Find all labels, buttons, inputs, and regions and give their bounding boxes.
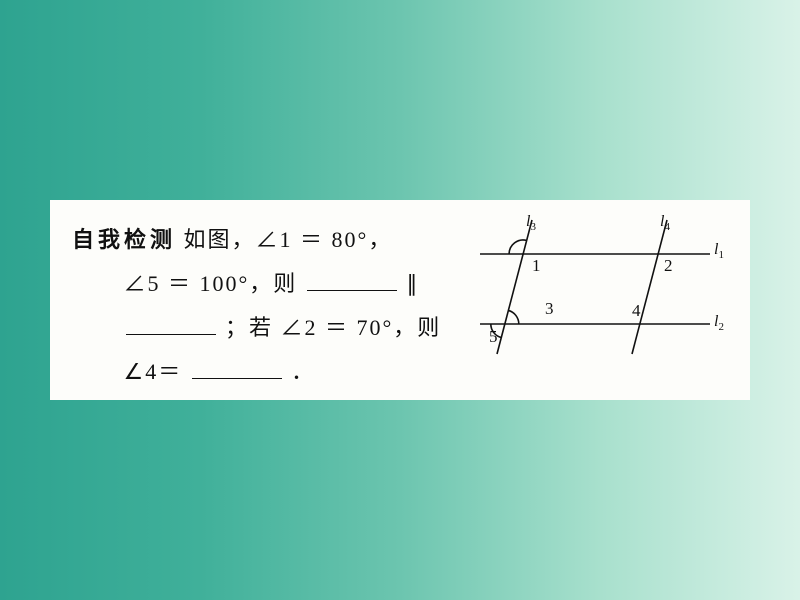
problem-text: 自我检测 如图，∠1 ＝ 80°， ∠5 ＝ 100°，则 ∥ ；若 ∠2 ＝ … — [72, 218, 467, 394]
text-line4: ∠4＝ — [124, 359, 183, 384]
problem-label: 自我检测 — [72, 227, 176, 252]
arc-angle-3 — [508, 310, 518, 324]
label-l4: l4 — [660, 214, 670, 233]
card-content: 自我检测 如图，∠1 ＝ 80°， ∠5 ＝ 100°，则 ∥ ；若 ∠2 ＝ … — [72, 218, 728, 384]
label-l3: l3 — [526, 214, 536, 233]
text-line2: ∠5 ＝ 100°，则 — [124, 271, 298, 296]
line-l3 — [497, 220, 532, 354]
angle-label-5: 5 — [489, 327, 498, 346]
angle-label-1: 1 — [532, 256, 541, 275]
angle-label-2: 2 — [664, 256, 673, 275]
figure-svg: l3 l4 l1 l2 1 2 3 4 5 — [472, 214, 732, 364]
blank-1[interactable] — [307, 268, 397, 291]
text-line1: 如图，∠1 ＝ 80°， — [184, 227, 393, 252]
blank-3[interactable] — [192, 356, 282, 379]
line-l4 — [632, 220, 667, 354]
label-l1: l1 — [714, 241, 724, 261]
label-l2: l2 — [714, 313, 724, 333]
angle-label-3: 3 — [545, 299, 554, 318]
angle-label-4: 4 — [632, 301, 641, 320]
blank-2[interactable] — [126, 312, 216, 335]
period: ． — [291, 359, 315, 384]
parallel-symbol: ∥ — [406, 271, 419, 296]
geometry-figure: l3 l4 l1 l2 1 2 3 4 5 — [472, 214, 732, 364]
problem-card: 自我检测 如图，∠1 ＝ 80°， ∠5 ＝ 100°，则 ∥ ；若 ∠2 ＝ … — [50, 200, 750, 400]
text-line3: ；若 ∠2 ＝ 70°，则 — [225, 315, 441, 340]
